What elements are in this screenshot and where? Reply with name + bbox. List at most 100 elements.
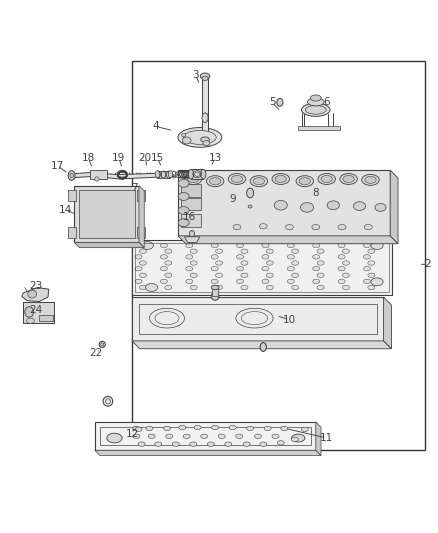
Text: 7: 7 xyxy=(131,183,137,193)
Ellipse shape xyxy=(272,434,279,439)
Polygon shape xyxy=(132,341,391,349)
Ellipse shape xyxy=(194,425,201,430)
Ellipse shape xyxy=(337,255,344,259)
Ellipse shape xyxy=(266,249,273,253)
Ellipse shape xyxy=(103,397,113,406)
Ellipse shape xyxy=(229,425,236,430)
Ellipse shape xyxy=(363,243,370,248)
Ellipse shape xyxy=(211,292,219,300)
Ellipse shape xyxy=(231,175,242,182)
Ellipse shape xyxy=(363,255,370,259)
Ellipse shape xyxy=(211,285,219,290)
Ellipse shape xyxy=(370,278,382,286)
Ellipse shape xyxy=(301,103,329,116)
Ellipse shape xyxy=(339,174,357,184)
Text: 6: 6 xyxy=(323,98,329,107)
Ellipse shape xyxy=(182,137,191,144)
Ellipse shape xyxy=(312,266,319,271)
Ellipse shape xyxy=(363,266,370,271)
Ellipse shape xyxy=(337,224,345,230)
Bar xyxy=(78,190,134,238)
Ellipse shape xyxy=(364,176,375,183)
Ellipse shape xyxy=(189,442,196,446)
Bar xyxy=(22,302,54,322)
Text: 4: 4 xyxy=(152,122,159,132)
Text: 20: 20 xyxy=(138,153,151,163)
Ellipse shape xyxy=(240,261,247,265)
Polygon shape xyxy=(383,297,391,349)
Ellipse shape xyxy=(275,175,286,182)
Ellipse shape xyxy=(290,437,297,441)
Ellipse shape xyxy=(316,261,323,265)
Ellipse shape xyxy=(165,434,172,439)
Ellipse shape xyxy=(266,285,273,290)
Ellipse shape xyxy=(374,204,385,212)
Ellipse shape xyxy=(353,201,365,211)
Ellipse shape xyxy=(259,442,266,446)
Ellipse shape xyxy=(311,224,319,230)
Text: 22: 22 xyxy=(89,348,102,358)
Ellipse shape xyxy=(337,266,344,271)
Ellipse shape xyxy=(260,343,266,351)
Ellipse shape xyxy=(287,243,293,248)
Ellipse shape xyxy=(364,224,371,230)
Ellipse shape xyxy=(168,171,172,177)
Ellipse shape xyxy=(211,425,218,430)
Ellipse shape xyxy=(215,285,222,290)
Text: 2: 2 xyxy=(423,260,430,269)
Polygon shape xyxy=(177,236,397,244)
Bar xyxy=(90,170,107,179)
Polygon shape xyxy=(21,287,49,302)
Bar xyxy=(297,126,339,130)
Ellipse shape xyxy=(261,243,268,248)
Ellipse shape xyxy=(194,172,199,176)
Ellipse shape xyxy=(189,231,194,237)
Ellipse shape xyxy=(209,177,220,184)
Ellipse shape xyxy=(291,273,298,278)
Ellipse shape xyxy=(298,177,310,184)
Ellipse shape xyxy=(160,279,167,284)
Ellipse shape xyxy=(211,279,218,284)
Ellipse shape xyxy=(185,243,192,248)
Ellipse shape xyxy=(133,434,140,439)
Ellipse shape xyxy=(181,133,185,137)
Ellipse shape xyxy=(300,203,313,212)
Ellipse shape xyxy=(287,255,293,259)
Ellipse shape xyxy=(342,175,353,182)
Ellipse shape xyxy=(240,273,247,278)
Ellipse shape xyxy=(261,266,268,271)
Ellipse shape xyxy=(326,201,339,209)
Ellipse shape xyxy=(190,261,197,265)
Ellipse shape xyxy=(228,174,245,184)
Ellipse shape xyxy=(70,173,73,177)
Ellipse shape xyxy=(253,177,264,184)
Bar xyxy=(181,214,201,227)
Ellipse shape xyxy=(207,442,214,446)
Ellipse shape xyxy=(337,279,344,284)
Text: 16: 16 xyxy=(183,213,196,222)
Ellipse shape xyxy=(235,434,242,439)
Ellipse shape xyxy=(190,273,197,278)
Ellipse shape xyxy=(224,442,231,446)
Text: 19: 19 xyxy=(112,153,125,163)
Ellipse shape xyxy=(148,434,155,439)
Ellipse shape xyxy=(135,266,142,271)
Ellipse shape xyxy=(68,171,75,180)
Text: 11: 11 xyxy=(319,433,332,443)
Ellipse shape xyxy=(178,425,185,430)
Ellipse shape xyxy=(367,273,374,278)
Ellipse shape xyxy=(291,261,298,265)
Ellipse shape xyxy=(367,285,374,290)
Ellipse shape xyxy=(211,266,218,271)
Bar xyxy=(181,184,201,197)
Ellipse shape xyxy=(320,175,332,182)
Ellipse shape xyxy=(155,171,159,177)
Ellipse shape xyxy=(266,273,273,278)
Ellipse shape xyxy=(163,426,170,431)
Ellipse shape xyxy=(272,174,289,184)
Polygon shape xyxy=(177,170,389,236)
Ellipse shape xyxy=(200,169,205,179)
Bar xyxy=(132,61,424,450)
Bar xyxy=(39,314,53,321)
Ellipse shape xyxy=(261,255,268,259)
